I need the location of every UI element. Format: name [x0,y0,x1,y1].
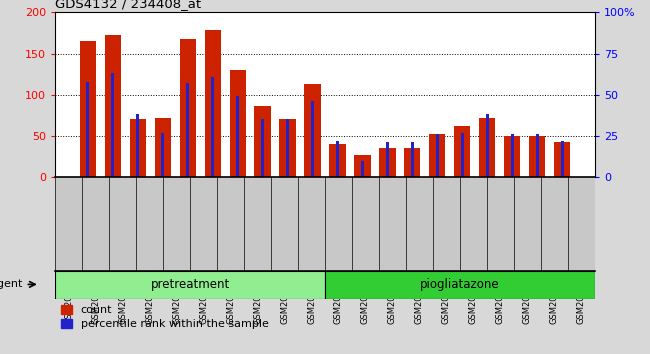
Bar [111,73,114,177]
Bar [325,271,595,299]
Bar [205,30,221,177]
Bar [554,142,570,177]
Bar [429,134,445,177]
Bar [354,155,370,177]
Bar [211,76,214,177]
Bar [55,271,325,299]
Text: agent: agent [0,279,23,290]
Bar [336,141,339,177]
Bar [536,134,539,177]
Bar [236,96,239,177]
Bar [155,118,171,177]
Bar [411,142,414,177]
Bar [330,144,346,177]
Bar [136,114,139,177]
Bar [229,70,246,177]
Bar [261,119,264,177]
Bar [436,134,439,177]
Bar [161,132,164,177]
Bar [380,148,395,177]
Bar [511,134,514,177]
Bar [187,83,189,177]
Bar [86,81,89,177]
Bar [486,114,489,177]
Bar [404,148,421,177]
Bar [504,136,520,177]
Bar [280,119,296,177]
Text: pretreatment: pretreatment [151,279,229,291]
Bar [105,35,121,177]
Bar [179,39,196,177]
Bar [130,119,146,177]
Bar [529,136,545,177]
Bar [461,132,463,177]
Bar [561,141,564,177]
Text: piogliatazone: piogliatazone [420,279,500,291]
Legend: count, percentile rank within the sample: count, percentile rank within the sample [61,305,268,330]
Bar [361,161,364,177]
Text: GDS4132 / 234408_at: GDS4132 / 234408_at [55,0,201,10]
Bar [255,106,270,177]
Bar [304,84,320,177]
Bar [386,142,389,177]
Bar [311,101,314,177]
Bar [286,119,289,177]
Bar [454,126,471,177]
Bar [479,118,495,177]
Bar [80,41,96,177]
